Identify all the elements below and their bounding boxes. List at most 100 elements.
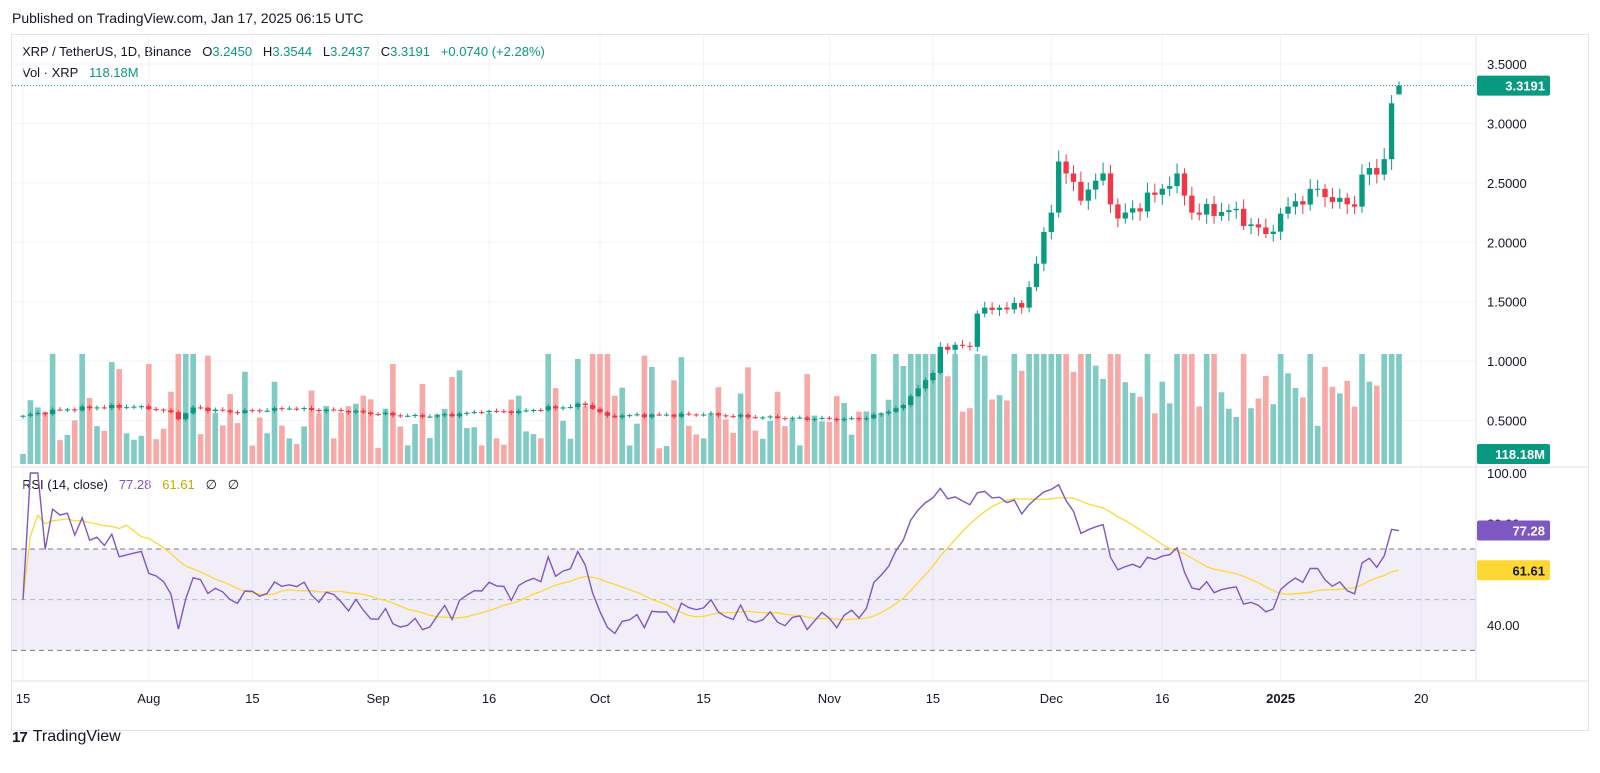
candle-body [767, 416, 773, 418]
candle-body [686, 413, 692, 415]
candle-body [212, 409, 219, 412]
candle-body [471, 412, 477, 414]
candle-body [1322, 188, 1328, 198]
candle-body [589, 405, 596, 409]
tradingview-logo-icon[interactable]: 17 [12, 728, 28, 746]
rsi-legend: RSI (14, close) 77.28 61.61 ∅ ∅ [22, 477, 239, 493]
volume-bar [885, 399, 892, 464]
candle-body [1314, 188, 1321, 190]
volume-bar [989, 399, 995, 464]
footer-brand[interactable]: TradingView [32, 728, 121, 745]
candle-body [819, 417, 825, 419]
volume-bar [1263, 375, 1269, 464]
candle-body [1292, 201, 1299, 207]
volume-bar [907, 354, 914, 464]
candle-body [582, 403, 588, 406]
candle-body [878, 413, 884, 415]
low-value: 3.2437 [330, 44, 370, 59]
candle-body [745, 414, 751, 418]
volume-bar [937, 354, 944, 464]
candle-body [1381, 159, 1387, 175]
candle-body [1167, 186, 1173, 189]
candle-body [1344, 197, 1350, 205]
candle-body [382, 412, 389, 415]
volume-bar [1011, 354, 1018, 464]
candle-body [205, 407, 211, 412]
volume-bar [1396, 354, 1402, 464]
candle-body [64, 409, 71, 411]
volume-bar [634, 423, 640, 464]
candle-body [316, 410, 322, 412]
volume-bar [1026, 354, 1032, 464]
volume-bar [71, 420, 78, 464]
volume-bar [1292, 387, 1299, 464]
volume-bar [878, 414, 884, 464]
rsi-label[interactable]: RSI (14, close) [22, 477, 108, 492]
volume-bar [1115, 354, 1121, 464]
candle-body [1078, 181, 1084, 201]
candle-body [1107, 173, 1114, 205]
candle-body [279, 408, 285, 410]
volume-badge: 118.18M [1495, 447, 1545, 462]
volume-bar [523, 431, 529, 464]
volume-bar [752, 430, 759, 464]
volume-bar [870, 354, 877, 464]
volume-bar [685, 425, 692, 464]
volume-bar [1100, 378, 1106, 464]
volume-bar [353, 403, 359, 464]
candle-body [1063, 161, 1069, 174]
volume-bar [1174, 354, 1180, 464]
candle-body [138, 406, 145, 408]
volume-bar [663, 446, 670, 464]
rsi-badge: 77.28 [1512, 524, 1545, 539]
candle-body [811, 418, 818, 420]
candle-body [1218, 212, 1225, 216]
candle-body [708, 413, 714, 415]
volume-bar [1322, 366, 1328, 464]
volume-bar [175, 354, 182, 464]
candle-body [634, 414, 640, 416]
volume-label[interactable]: Vol · XRP [22, 65, 79, 80]
candle-body [153, 409, 159, 411]
candle-body [419, 414, 426, 417]
volume-bar [123, 433, 130, 464]
volume-bar [212, 413, 219, 464]
volume-bar [1063, 354, 1069, 464]
volume-bar [1218, 392, 1225, 464]
volume-bar [1181, 354, 1188, 464]
volume-bar [1373, 385, 1380, 464]
volume-bar [789, 419, 796, 464]
volume-bar [1092, 365, 1099, 464]
volume-bar [34, 407, 41, 464]
volume-bar [538, 438, 544, 464]
volume-bar [952, 354, 958, 464]
volume-bar [1233, 416, 1240, 464]
candle-body [109, 404, 115, 409]
candle-body [479, 412, 485, 414]
volume-bar [575, 359, 581, 464]
candle-body [1122, 212, 1128, 219]
volume-bar [308, 390, 315, 464]
candle-body [826, 417, 833, 419]
candle-body [249, 410, 255, 412]
volume-bar [94, 426, 100, 464]
volume-bar [1381, 354, 1388, 464]
date-tick-label: 2025 [1266, 691, 1295, 706]
volume-bar [108, 362, 115, 464]
candle-body [848, 418, 855, 420]
candle-body [493, 410, 500, 412]
candle-body [1359, 174, 1365, 207]
volume-bar [197, 434, 204, 464]
candle-body [1026, 287, 1032, 308]
volume-bar [1196, 406, 1203, 464]
volume-bar [145, 364, 152, 464]
candle-body [220, 409, 226, 411]
volume-bar [486, 413, 492, 464]
date-tick-label: Dec [1040, 691, 1064, 706]
volume-bar [1344, 380, 1351, 464]
volume-bar [626, 445, 633, 464]
volume-bar [582, 406, 589, 464]
candle-body [834, 418, 840, 421]
candle-body [959, 344, 966, 346]
